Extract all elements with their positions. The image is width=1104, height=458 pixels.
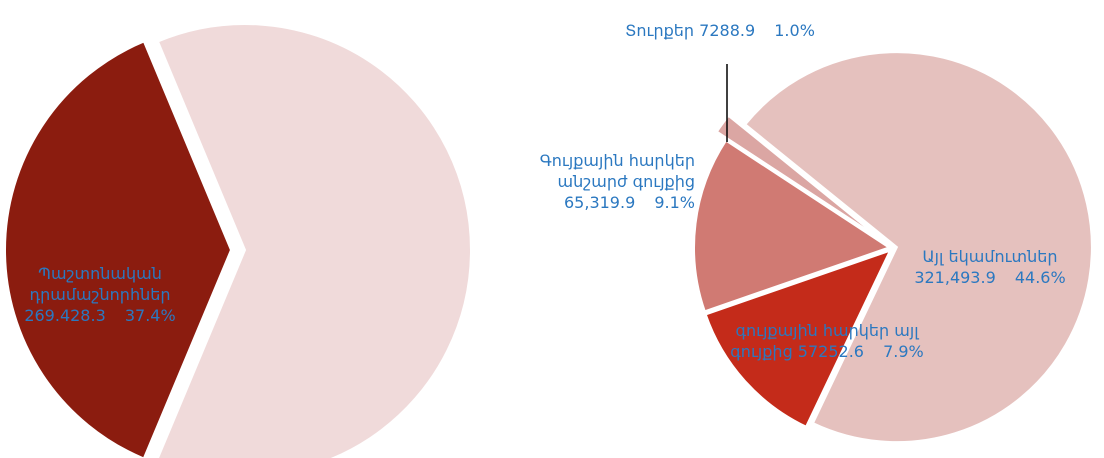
slice-label: Գույքային հարկեր անշարժ գույքից 65,319.9 … (495, 150, 695, 213)
label-part: 1.0% (774, 21, 815, 40)
label-part: 9.1% (654, 193, 695, 212)
slice-label: Տուրքեր 7288.9 1.0% (625, 20, 815, 41)
label-part: Այլ եկամուտներ (922, 247, 1058, 266)
label-part: 57252.6 (797, 342, 864, 361)
pie-slice (4, 40, 233, 458)
label-part: 7.9% (883, 342, 924, 361)
label-part: 269.428.3 (24, 306, 106, 325)
slice-label: Պաշտոնական դրամաշնորհներ 269.428.3 37.4% (5, 263, 195, 326)
pie-slice (693, 139, 892, 313)
label-part: 7288.9 (699, 21, 756, 40)
label-part: 44.6% (1014, 268, 1066, 287)
slice-label: Այլ եկամուտներ 321,493.9 44.6% (890, 246, 1090, 288)
label-part: Տուրքեր (625, 21, 695, 40)
label-part: 321,493.9 (914, 268, 996, 287)
pie-slice (715, 114, 881, 240)
label-part: գույքային հարկեր այլ գույքից (730, 321, 919, 361)
label-part: 65,319.9 (564, 193, 636, 212)
pie-slice (743, 51, 1093, 444)
label-part: Պաշտոնական դրամաշնորհներ (29, 264, 171, 304)
pie-slice (156, 23, 472, 458)
label-part: 37.4% (124, 306, 176, 325)
label-part: Գույքային հարկեր անշարժ գույքից (539, 151, 695, 191)
pie-slice (704, 248, 892, 429)
slice-label: գույքային հարկեր այլ գույքից 57252.6 7.9… (722, 320, 932, 362)
